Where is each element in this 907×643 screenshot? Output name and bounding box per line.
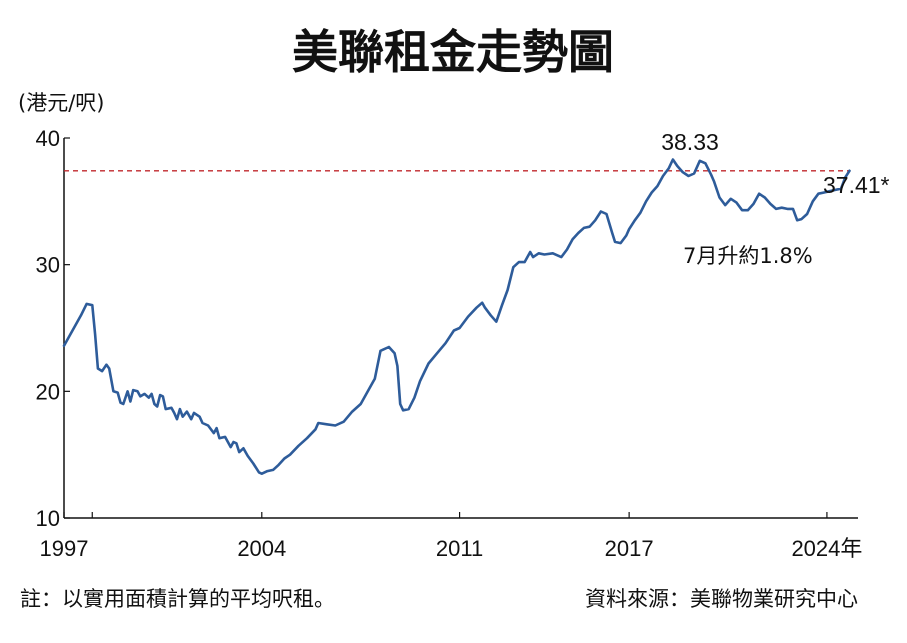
- y-axis-ticks: 10 20 30 40: [36, 126, 70, 531]
- x-tick-label: 2024年: [791, 536, 862, 561]
- axes: [63, 138, 858, 519]
- y-tick-label: 40: [36, 126, 60, 151]
- y-tick-label: 10: [36, 506, 60, 531]
- change-annotation: 7月升約1.8%: [683, 244, 813, 268]
- latest-value-annotation: 37.41*: [823, 172, 890, 198]
- x-tick-label: 1997: [40, 536, 89, 561]
- x-tick-label: 2004: [237, 536, 286, 561]
- x-axis-ticks: 1997 2004 2011 2017 2024年: [40, 512, 862, 561]
- y-tick-label: 20: [36, 379, 60, 404]
- y-tick-label: 30: [36, 253, 60, 278]
- x-tick-label: 2017: [605, 536, 654, 561]
- chart-title: 美聯租金走勢圖: [292, 25, 614, 79]
- x-tick-label: 2011: [436, 536, 483, 561]
- series-group: [62, 158, 851, 475]
- peak-annotation: 38.33: [661, 129, 719, 155]
- y-axis-unit-label: (港元/呎): [18, 91, 104, 115]
- footer-source: 資料來源：美聯物業研究中心: [585, 587, 858, 611]
- series-line-0: [62, 158, 851, 475]
- footer-note: 註：以實用面積計算的平均呎租。: [20, 587, 335, 611]
